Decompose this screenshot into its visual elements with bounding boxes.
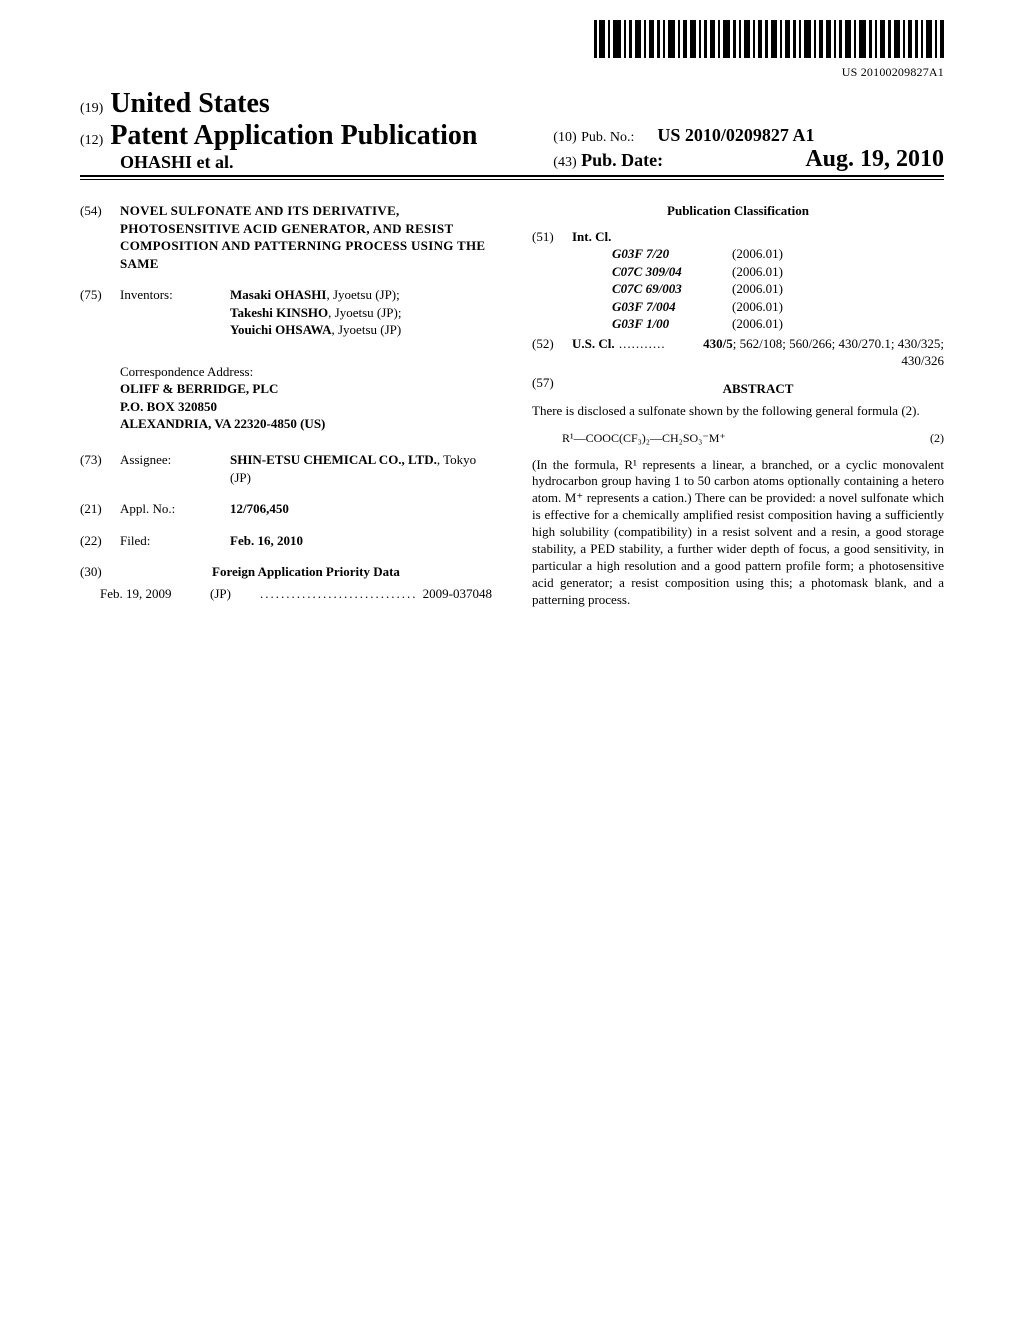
chemical-formula: R¹—COOC(CF₃)₂—CH₂SO₃⁻M⁺ <box>562 430 930 446</box>
chemical-formula-row: R¹—COOC(CF₃)₂—CH₂SO₃⁻M⁺ (2) <box>562 430 944 446</box>
correspondence-block: Correspondence Address: OLIFF & BERRIDGE… <box>120 363 492 433</box>
pubno-label: Pub. No.: <box>581 130 634 145</box>
priority-dots: .................................. <box>260 585 417 603</box>
intcl-label: Int. Cl. <box>572 228 944 246</box>
publication-number: US 2010/0209827 A1 <box>657 125 814 145</box>
correspondence-label: Correspondence Address: <box>120 363 492 381</box>
intcl-entry-code: C07C 69/003 <box>612 280 732 298</box>
inventor-name: Takeshi KINSHO <box>230 305 328 320</box>
publication-date: Aug. 19, 2010 <box>805 146 944 173</box>
intcl-code: (51) <box>532 228 572 333</box>
filed-field: (22) Filed: Feb. 16, 2010 <box>80 532 492 550</box>
publication-type: Patent Application Publication <box>110 120 477 151</box>
inventors-code: (75) <box>80 286 120 339</box>
intcl-field: (51) Int. Cl. G03F 7/20(2006.01) C07C 30… <box>532 228 944 333</box>
publication-type-code: (12) <box>80 133 103 148</box>
uscl-dots: ........... <box>615 335 670 370</box>
intcl-entry-year: (2006.01) <box>732 315 783 333</box>
assignee-code: (73) <box>80 451 120 486</box>
intcl-entry-year: (2006.01) <box>732 280 783 298</box>
uscl-code: (52) <box>532 335 572 370</box>
inventor-location: , Jyoetsu (JP); <box>328 305 401 320</box>
appl-label: Appl. No.: <box>120 500 230 518</box>
abstract-intro: There is disclosed a sulfonate shown by … <box>532 403 944 420</box>
header-authors: OHASHI et al. <box>80 152 529 173</box>
filed-label: Filed: <box>120 532 230 550</box>
abstract-code: (57) <box>532 374 572 404</box>
filed-code: (22) <box>80 532 120 550</box>
intcl-entry-year: (2006.01) <box>732 245 783 263</box>
barcode-number: US 20100209827A1 <box>80 65 944 80</box>
pubno-code: (10) <box>553 130 576 145</box>
priority-date: Feb. 19, 2009 <box>100 585 210 603</box>
application-number-field: (21) Appl. No.: 12/706,450 <box>80 500 492 518</box>
uscl-rest: ; 562/108; 560/266; 430/270.1; 430/325; … <box>733 336 944 369</box>
intcl-list: G03F 7/20(2006.01) C07C 309/04(2006.01) … <box>612 245 944 333</box>
inventor-name: Masaki OHASHI <box>230 287 326 302</box>
left-column: (54) NOVEL SULFONATE AND ITS DERIVATIVE,… <box>80 202 492 609</box>
abstract-header: ABSTRACT <box>572 380 944 398</box>
main-content: (54) NOVEL SULFONATE AND ITS DERIVATIVE,… <box>80 202 944 609</box>
pubdate-code: (43) <box>553 155 576 170</box>
title-field: (54) NOVEL SULFONATE AND ITS DERIVATIVE,… <box>80 202 492 272</box>
application-number: 12/706,450 <box>230 500 492 518</box>
abstract-header-row: (57) ABSTRACT <box>532 374 944 404</box>
intcl-entry-year: (2006.01) <box>732 263 783 281</box>
document-header: (19) United States (12) Patent Applicati… <box>80 88 944 177</box>
inventors-label: Inventors: <box>120 286 230 339</box>
country-name: United States <box>110 88 269 119</box>
formula-number: (2) <box>930 430 944 446</box>
filed-date: Feb. 16, 2010 <box>230 532 492 550</box>
correspondence-city: ALEXANDRIA, VA 22320-4850 (US) <box>120 415 492 433</box>
priority-number: 2009-037048 <box>417 585 492 603</box>
inventors-list: Masaki OHASHI, Jyoetsu (JP); Takeshi KIN… <box>230 286 492 339</box>
inventor-location: , Jyoetsu (JP); <box>326 287 399 302</box>
assignee-name: SHIN-ETSU CHEMICAL CO., LTD. <box>230 452 437 467</box>
assignee-field: (73) Assignee: SHIN-ETSU CHEMICAL CO., L… <box>80 451 492 486</box>
publication-classification-header: Publication Classification <box>532 202 944 220</box>
assignee-label: Assignee: <box>120 451 230 486</box>
uscl-lead: 430/5 <box>703 336 733 351</box>
pubdate-label: Pub. Date: <box>581 150 663 170</box>
priority-entry: Feb. 19, 2009 (JP) .....................… <box>80 585 492 603</box>
inventor-name: Youichi OHSAWA <box>230 322 332 337</box>
inventors-field: (75) Inventors: Masaki OHASHI, Jyoetsu (… <box>80 286 492 339</box>
uscl-label: U.S. Cl. <box>572 335 615 370</box>
priority-code: (30) <box>80 563 120 581</box>
title-code: (54) <box>80 202 120 272</box>
intcl-entry-code: G03F 7/004 <box>612 298 732 316</box>
appl-code: (21) <box>80 500 120 518</box>
uscl-field: (52) U.S. Cl. ........... 430/5; 562/108… <box>532 335 944 370</box>
priority-header: Foreign Application Priority Data <box>120 563 492 581</box>
intcl-entry-code: C07C 309/04 <box>612 263 732 281</box>
intcl-entry-year: (2006.01) <box>732 298 783 316</box>
assignee-value: SHIN-ETSU CHEMICAL CO., LTD., Tokyo (JP) <box>230 451 492 486</box>
priority-header-row: (30) Foreign Application Priority Data <box>80 563 492 581</box>
uscl-values: 430/5; 562/108; 560/266; 430/270.1; 430/… <box>670 335 944 370</box>
patent-barcode <box>594 20 944 63</box>
correspondence-name: OLIFF & BERRIDGE, PLC <box>120 380 492 398</box>
inventor-location: , Jyoetsu (JP) <box>332 322 402 337</box>
intcl-entry-code: G03F 7/20 <box>612 245 732 263</box>
country-code: (19) <box>80 101 103 116</box>
abstract-body: (In the formula, R¹ represents a linear,… <box>532 457 944 609</box>
priority-country: (JP) <box>210 585 260 603</box>
invention-title: NOVEL SULFONATE AND ITS DERIVATIVE, PHOT… <box>120 202 492 272</box>
intcl-entry-code: G03F 1/00 <box>612 315 732 333</box>
barcode-block: US 20100209827A1 <box>80 20 944 80</box>
right-column: Publication Classification (51) Int. Cl.… <box>532 202 944 609</box>
correspondence-box: P.O. BOX 320850 <box>120 398 492 416</box>
